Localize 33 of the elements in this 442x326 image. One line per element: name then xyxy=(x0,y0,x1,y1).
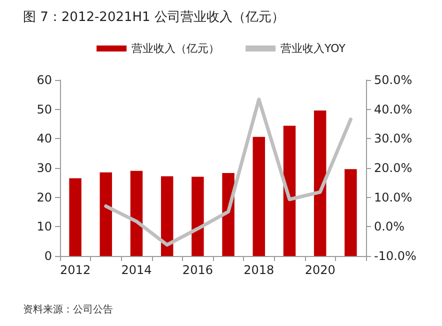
y2-tick-label: 20.0% xyxy=(374,161,412,175)
x-tick-label: 2012 xyxy=(60,263,91,277)
y2-tick-label: 10.0% xyxy=(374,190,412,204)
bar xyxy=(130,170,143,256)
bar xyxy=(314,110,326,256)
y2-tick-label: 50.0% xyxy=(374,73,412,87)
y2-tick-label: 0.0% xyxy=(374,220,404,234)
y-tick-label: 40 xyxy=(36,132,52,146)
y2-tick-label: 40.0% xyxy=(374,102,412,116)
y-tick-label: 20 xyxy=(36,190,52,204)
y-tick-label: 0 xyxy=(44,249,52,263)
y2-tick-label: -10.0% xyxy=(374,249,416,263)
y-tick-label: 50 xyxy=(36,102,52,116)
x-tick-label: 2016 xyxy=(182,263,213,277)
y-tick-label: 10 xyxy=(36,220,52,234)
x-tick-label: 2014 xyxy=(121,263,152,277)
bar xyxy=(69,178,82,256)
chart-title: 图 7：2012-2021H1 公司营业收入（亿元） xyxy=(23,10,284,25)
x-tick-label: 2020 xyxy=(304,263,336,277)
bar xyxy=(283,126,296,256)
legend-label: 营业收入YOY xyxy=(280,42,346,55)
bar xyxy=(192,176,204,256)
y-tick-label: 60 xyxy=(36,73,52,87)
x-tick-label: 2018 xyxy=(244,263,274,277)
bar xyxy=(252,136,266,256)
bar xyxy=(344,169,357,256)
y2-tick-label: 30.0% xyxy=(374,132,412,146)
line-series xyxy=(104,98,352,247)
y-tick-label: 30 xyxy=(36,161,52,175)
bar xyxy=(100,172,112,256)
text: 资料来源：公司公告 xyxy=(23,304,113,316)
legend-label: 营业收入（亿元） xyxy=(132,42,220,55)
bar xyxy=(160,176,174,256)
